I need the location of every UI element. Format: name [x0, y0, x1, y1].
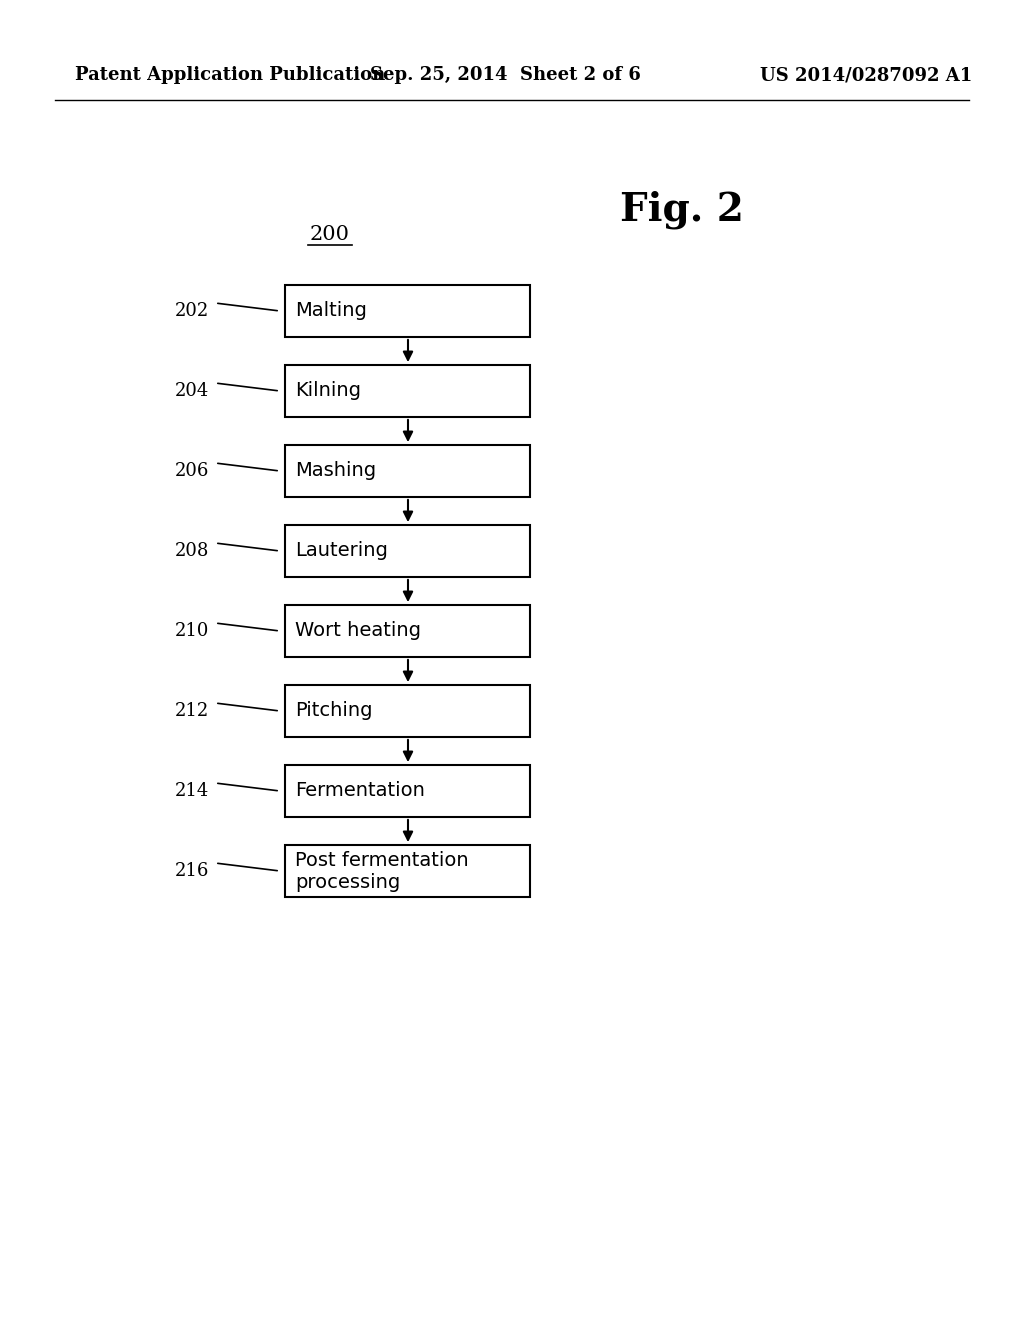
Text: Fermentation: Fermentation: [295, 781, 425, 800]
Bar: [285, 445, 530, 498]
Text: 208: 208: [175, 543, 209, 560]
Text: Lautering: Lautering: [295, 541, 388, 561]
Text: 210: 210: [175, 622, 209, 640]
Text: Pitching: Pitching: [295, 701, 373, 721]
Text: Malting: Malting: [295, 301, 367, 321]
Bar: [285, 766, 530, 817]
Text: 214: 214: [175, 781, 209, 800]
Bar: [285, 845, 530, 898]
Bar: [285, 605, 530, 657]
Bar: [285, 525, 530, 577]
Text: Sep. 25, 2014  Sheet 2 of 6: Sep. 25, 2014 Sheet 2 of 6: [370, 66, 641, 84]
Bar: [285, 685, 530, 737]
Text: Fig. 2: Fig. 2: [620, 191, 743, 230]
Text: Kilning: Kilning: [295, 381, 361, 400]
Text: 204: 204: [175, 381, 209, 400]
Text: 200: 200: [310, 226, 350, 244]
Text: Wort heating: Wort heating: [295, 622, 421, 640]
Text: Patent Application Publication: Patent Application Publication: [75, 66, 385, 84]
Text: 206: 206: [175, 462, 209, 480]
Text: 216: 216: [175, 862, 209, 880]
Text: Post fermentation
processing: Post fermentation processing: [295, 850, 469, 891]
Text: US 2014/0287092 A1: US 2014/0287092 A1: [760, 66, 972, 84]
Text: 212: 212: [175, 702, 209, 719]
Bar: [285, 366, 530, 417]
Text: 202: 202: [175, 302, 209, 319]
Text: Mashing: Mashing: [295, 462, 376, 480]
Bar: [285, 285, 530, 337]
